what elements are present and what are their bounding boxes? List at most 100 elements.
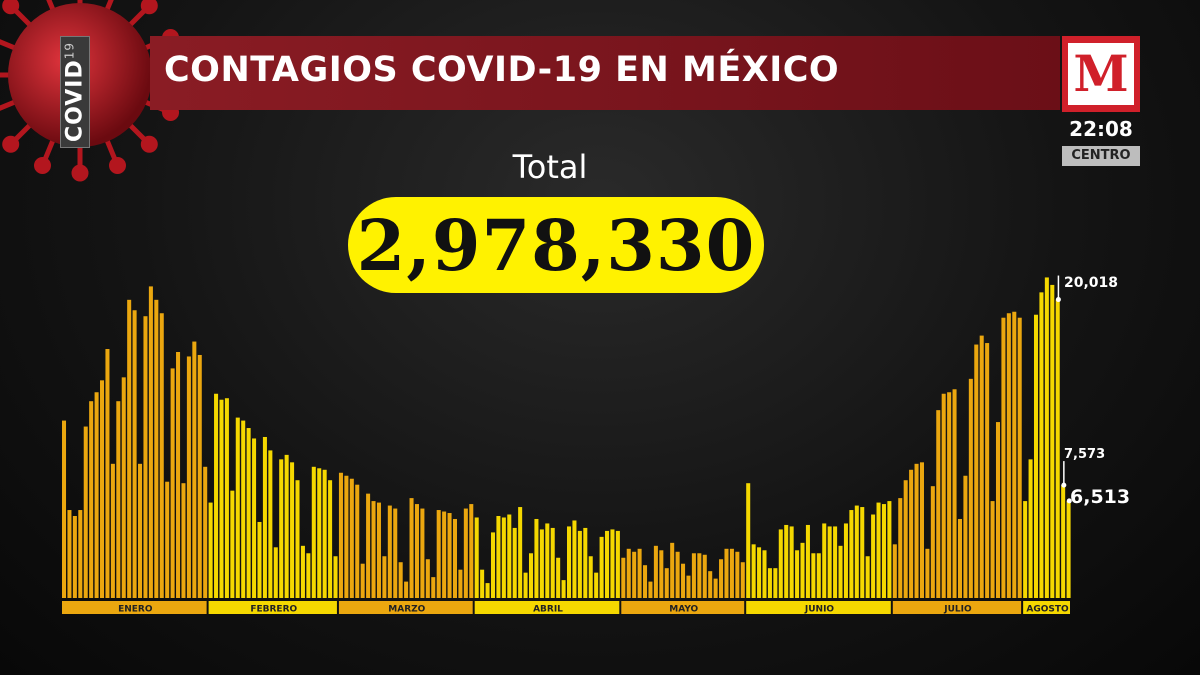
bar bbox=[1012, 311, 1017, 598]
bar bbox=[262, 436, 267, 598]
bar bbox=[947, 392, 952, 598]
bar bbox=[876, 502, 881, 598]
bar bbox=[1033, 314, 1039, 598]
bar bbox=[431, 577, 436, 598]
bar bbox=[919, 462, 924, 598]
bar bbox=[463, 508, 468, 598]
bar bbox=[567, 526, 572, 598]
logo-letter: M bbox=[1068, 43, 1134, 105]
bar bbox=[762, 550, 767, 598]
virus-spike bbox=[46, 0, 56, 13]
bar bbox=[89, 401, 94, 598]
bar bbox=[729, 548, 734, 598]
bar bbox=[816, 553, 821, 598]
bar bbox=[708, 571, 713, 598]
bar bbox=[881, 504, 886, 598]
virus-spike bbox=[104, 0, 114, 13]
bar bbox=[632, 551, 637, 598]
bar bbox=[539, 529, 544, 598]
bar bbox=[925, 548, 930, 598]
month-band bbox=[892, 601, 1022, 614]
bar bbox=[197, 354, 202, 598]
bar bbox=[512, 527, 517, 598]
bar bbox=[898, 498, 903, 598]
bar bbox=[219, 399, 224, 598]
bar bbox=[561, 580, 566, 598]
bar bbox=[577, 530, 582, 598]
annotation-label: 7,573 bbox=[1064, 447, 1105, 462]
virus-spike-tip bbox=[71, 164, 89, 182]
bar bbox=[610, 529, 615, 598]
page-title: CONTAGIOS COVID-19 EN MÉXICO bbox=[164, 50, 840, 90]
bar bbox=[691, 553, 696, 598]
bar bbox=[865, 556, 870, 598]
bar bbox=[230, 490, 235, 598]
bar bbox=[681, 563, 686, 598]
bar bbox=[72, 516, 77, 598]
month-label: JUNIO bbox=[804, 605, 835, 615]
bar bbox=[1055, 299, 1060, 598]
bar bbox=[778, 529, 783, 598]
month-band bbox=[1023, 601, 1070, 614]
month-label: FEBRERO bbox=[250, 605, 297, 615]
bar bbox=[838, 545, 843, 598]
bar bbox=[523, 572, 528, 598]
bar bbox=[116, 401, 121, 598]
bar bbox=[1001, 317, 1006, 598]
bar bbox=[757, 547, 762, 598]
month-band bbox=[621, 601, 745, 614]
bar bbox=[300, 545, 305, 598]
bar bbox=[105, 349, 110, 598]
bar bbox=[333, 556, 338, 598]
bar bbox=[963, 475, 968, 598]
bar bbox=[121, 377, 126, 598]
bar bbox=[480, 569, 485, 598]
bar bbox=[957, 518, 962, 598]
bar bbox=[653, 545, 658, 598]
bar bbox=[62, 420, 67, 598]
bar bbox=[930, 486, 935, 598]
bar bbox=[887, 501, 892, 598]
bar bbox=[235, 417, 240, 598]
bar bbox=[795, 550, 800, 598]
bar bbox=[979, 335, 984, 598]
bar bbox=[241, 420, 246, 598]
bar bbox=[458, 569, 463, 598]
total-pill: 2,978,330 bbox=[348, 197, 764, 293]
time-zone-badge: CENTRO bbox=[1062, 146, 1140, 166]
bar bbox=[224, 398, 229, 598]
bar bbox=[990, 501, 995, 598]
bar bbox=[675, 551, 680, 598]
bar bbox=[447, 513, 452, 598]
bar bbox=[349, 478, 354, 598]
bar bbox=[284, 454, 289, 598]
bar bbox=[306, 553, 311, 598]
bar bbox=[974, 344, 979, 598]
bar bbox=[387, 505, 392, 598]
bar bbox=[170, 368, 175, 598]
month-label: JULIO bbox=[943, 605, 972, 615]
bar bbox=[496, 516, 501, 598]
bar bbox=[605, 530, 610, 598]
bar bbox=[659, 550, 664, 598]
bar bbox=[556, 557, 561, 598]
total-label: Total bbox=[512, 148, 588, 186]
annotation-dot bbox=[1061, 482, 1067, 488]
bar bbox=[615, 530, 620, 598]
bar bbox=[719, 559, 724, 598]
bar bbox=[148, 286, 153, 598]
bar bbox=[376, 502, 381, 598]
bar bbox=[588, 556, 593, 598]
bar bbox=[871, 514, 876, 598]
month-band bbox=[474, 601, 620, 614]
bar bbox=[67, 510, 72, 598]
bar bbox=[338, 472, 343, 598]
bar bbox=[1006, 313, 1011, 598]
bar bbox=[127, 299, 132, 598]
bar bbox=[735, 551, 740, 598]
bar bbox=[268, 450, 273, 598]
bar bbox=[279, 459, 284, 598]
bar bbox=[176, 352, 181, 598]
bar bbox=[740, 562, 745, 598]
bar bbox=[490, 532, 496, 598]
